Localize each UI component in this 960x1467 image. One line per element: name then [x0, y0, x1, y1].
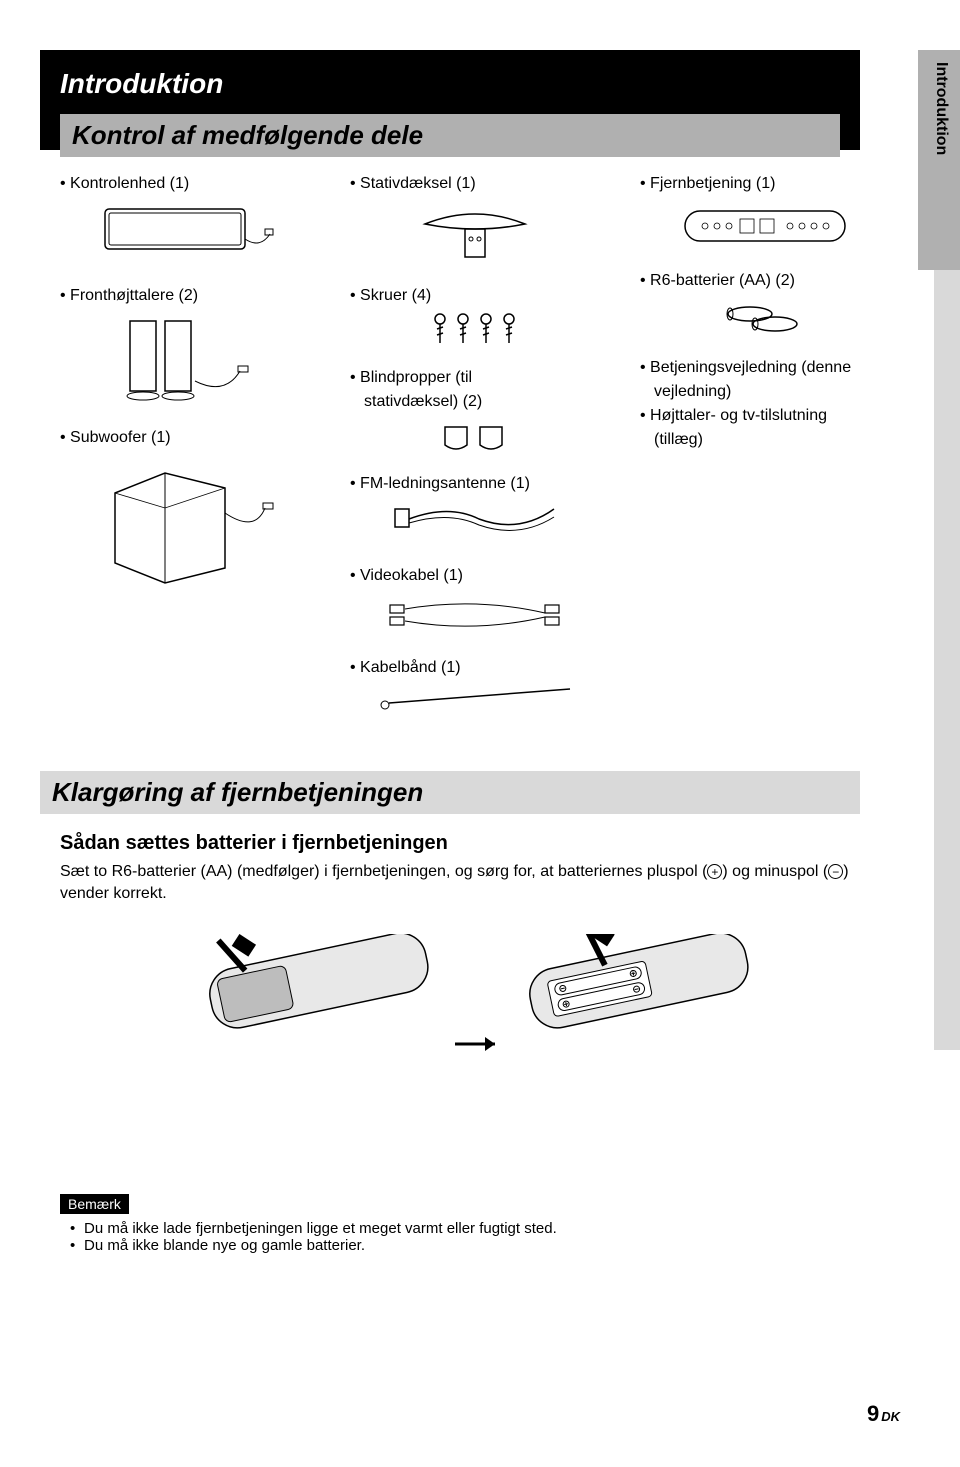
item-stand-cover: • Stativdæksel (1)	[350, 175, 600, 193]
item-batteries: • R6-batterier (AA) (2)	[640, 272, 890, 290]
col-2: • Stativdæksel (1) • Skruer (4)	[350, 175, 600, 731]
item-subwoofer: • Subwoofer (1)	[60, 429, 310, 447]
note-list: Du må ikke lade fjernbetjeningen ligge e…	[60, 1220, 890, 1254]
remote-icon	[640, 199, 890, 254]
page-num-value: 9	[867, 1401, 879, 1426]
item-supplement-1: • Højttaler- og tv-tilslutning	[640, 407, 890, 425]
item-control-unit: • Kontrolenhed (1)	[60, 175, 310, 193]
item-screws: • Skruer (4)	[350, 287, 600, 305]
item-manual-2: vejledning)	[654, 383, 890, 401]
body-text-2: ) og minuspol (	[722, 863, 828, 880]
page-number: 9DK	[867, 1401, 900, 1427]
screws-icon	[350, 311, 600, 351]
item-fm-antenna: • FM-ledningsantenne (1)	[350, 475, 600, 493]
col-1: • Kontrolenhed (1) • Fronthøjttalere (2)	[60, 175, 310, 731]
blind-plugs-icon	[350, 417, 600, 457]
note-badge: Bemærk	[60, 1194, 129, 1214]
body-text-1: Sæt to R6-batterier (AA) (medfølger) i f…	[60, 863, 707, 880]
video-cable-icon	[350, 591, 600, 641]
control-unit-icon	[60, 199, 310, 269]
item-manual-1: • Betjeningsvejledning (denne	[640, 359, 890, 377]
side-tab: Introduktion	[918, 50, 960, 270]
item-cable-tie: • Kabelbånd (1)	[350, 659, 600, 677]
remote-battery-illustration	[60, 934, 890, 1134]
body-text: Sæt to R6-batterier (AA) (medfølger) i f…	[60, 861, 890, 904]
fm-antenna-icon	[350, 499, 600, 549]
front-speakers-icon	[60, 311, 310, 411]
item-front-speakers: • Fronthøjttalere (2)	[60, 287, 310, 305]
note-2: Du må ikke blande nye og gamle batterier…	[74, 1237, 890, 1254]
item-supplement-2: (tillæg)	[654, 431, 890, 449]
plus-icon: +	[707, 864, 722, 879]
stand-cover-icon	[350, 199, 600, 269]
sub-heading: Sådan sættes batterier i fjernbetjeninge…	[60, 832, 890, 855]
col-3: • Fjernbetjening (1) • R6-batterier (AA)…	[640, 175, 890, 731]
item-blind-plugs-2: stativdæksel) (2)	[364, 393, 600, 411]
subwoofer-icon	[60, 453, 310, 593]
section1-heading: Kontrol af medfølgende dele	[60, 114, 840, 157]
section2-heading: Klargøring af fjernbetjeningen	[40, 771, 860, 814]
item-remote: • Fjernbetjening (1)	[640, 175, 890, 193]
chapter-title: Introduktion	[60, 68, 840, 100]
cable-tie-icon	[350, 683, 600, 713]
minus-icon: −	[828, 864, 843, 879]
item-video-cable: • Videokabel (1)	[350, 567, 600, 585]
note-1: Du må ikke lade fjernbetjeningen ligge e…	[74, 1220, 890, 1237]
batteries-icon	[640, 296, 890, 341]
page-suffix: DK	[881, 1409, 900, 1424]
item-blind-plugs-1: • Blindpropper (til	[350, 369, 600, 387]
